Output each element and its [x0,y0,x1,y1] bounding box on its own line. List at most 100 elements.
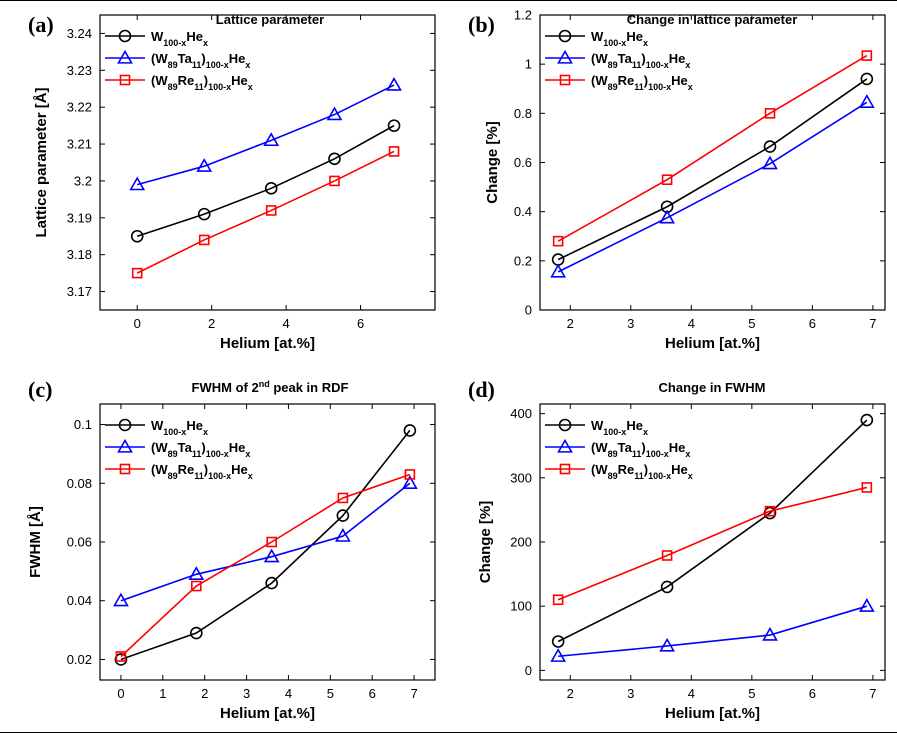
y-tick-label: 3.18 [67,247,92,262]
x-tick-label: 3 [627,316,634,331]
x-tick-label: 1 [159,686,166,701]
series-line-1 [120,429,411,661]
data-point [386,76,402,91]
series-line-3 [136,150,395,274]
legend-marker-1 [558,418,572,432]
data-point [337,492,349,504]
data-point [764,108,776,119]
y-axis-label: FWHM [Å] [27,506,44,578]
y-tick-label: 3.24 [67,26,92,41]
x-tick-label: 0 [117,686,124,701]
data-point [860,72,874,86]
y-tick-label: 200 [510,535,532,550]
legend-label-3: (W89Re11)100-xHex [151,462,253,481]
data-point [336,509,350,522]
data-point [328,152,341,166]
chart-title: Change in FWHM [659,380,766,395]
chart-title: FWHM of 2nd peak in RDF [192,379,349,395]
data-point [660,580,674,594]
x-tick-label: 4 [688,686,695,701]
x-tick-label: 5 [327,686,334,701]
x-tick-label: 7 [869,686,876,701]
legend-marker-1 [118,29,132,43]
series-line-3 [120,473,411,658]
chart-panel-c: (c) FWHM of 2nd peak in RDF 0 1 2 3 4 5 6 7 0.02 0.… [27,377,436,722]
legend-label-1: W100-xHex [151,29,208,48]
x-axis-label: Helium [at.%] [665,705,760,722]
series-line-2 [120,482,411,602]
y-tick-label: 0.02 [67,652,92,667]
legend-label-3: (W89Re11)100-xHex [591,462,693,481]
legend-label-2: (W89Ta11)100-xHex [151,51,250,70]
legend-label-1: W100-xHex [591,418,648,437]
data-point [113,592,129,607]
legend-label-3: (W89Re11)100-xHex [151,73,253,92]
legend-marker-2 [117,49,133,64]
y-tick-label: 3.19 [67,210,92,225]
data-point [265,576,278,590]
data-point [266,536,277,548]
data-point [550,648,567,662]
y-tick-label: 1 [525,57,532,72]
y-tick-label: 3.21 [67,137,92,152]
legend: W100-xHex (W89Ta11)100-xHex (W89Re11)100-x… [545,418,693,481]
x-tick-label: 2 [567,316,574,331]
x-axis-label: Helium [at.%] [665,335,760,352]
data-point [764,505,776,517]
x-tick-label: 6 [357,316,364,331]
chart-panel-b: (b) Change in lattice parameter 2 3 4 5 6 7 0 0.2… [468,8,886,352]
data-point [661,550,673,561]
data-point [762,626,778,641]
legend-label-2: (W89Ta11)100-xHex [151,440,250,459]
y-tick-label: 0.04 [67,593,92,608]
series-line-1 [557,419,868,643]
x-tick-label: 2 [208,316,215,331]
series-line-2 [557,101,868,273]
x-tick-label: 3 [627,686,634,701]
legend-label-3: (W89Re11)100-xHex [591,73,693,92]
legend-marker-2 [117,438,133,453]
chart-title: Change in lattice parameter [627,12,798,27]
data-point [196,158,213,172]
y-tick-label: 1.2 [514,8,532,23]
x-tick-label: 7 [869,316,876,331]
y-tick-label: 300 [510,470,532,485]
panel-label: (a) [28,12,54,37]
data-point [190,626,203,640]
legend-marker-3 [119,74,131,86]
x-tick-label: 2 [201,686,208,701]
chart-title: Lattice parameter [216,12,324,27]
y-tick-label: 3.17 [67,284,92,299]
legend: W100-xHex (W89Ta11)100-xHex (W89Re11)100-x… [105,29,253,92]
data-point [552,235,564,247]
panel-label: (b) [468,12,495,37]
data-point [550,263,567,278]
y-tick-label: 0 [525,663,532,678]
data-point [403,424,417,437]
series-line-1 [136,124,395,238]
legend-label-2: (W89Ta11)100-xHex [591,51,690,70]
data-point [552,594,564,606]
y-tick-label: 100 [510,599,532,614]
data-point [197,207,211,221]
data-point [404,469,416,480]
data-point [334,528,351,542]
panel-label: (d) [468,377,495,402]
x-tick-label: 4 [285,686,292,701]
legend: W100-xHex (W89Ta11)100-xHex (W89Re11)100-x… [105,418,253,481]
data-point [763,140,777,153]
y-tick-label: 0.8 [514,106,532,121]
x-tick-label: 6 [369,686,376,701]
y-axis-label: Change [%] [484,121,501,204]
legend-marker-2 [557,438,573,453]
data-point [661,174,673,186]
x-tick-label: 2 [567,686,574,701]
data-point [326,106,343,121]
series-line-1 [557,78,868,261]
data-point [860,413,874,427]
x-tick-label: 7 [410,686,417,701]
y-tick-label: 0 [525,303,532,318]
